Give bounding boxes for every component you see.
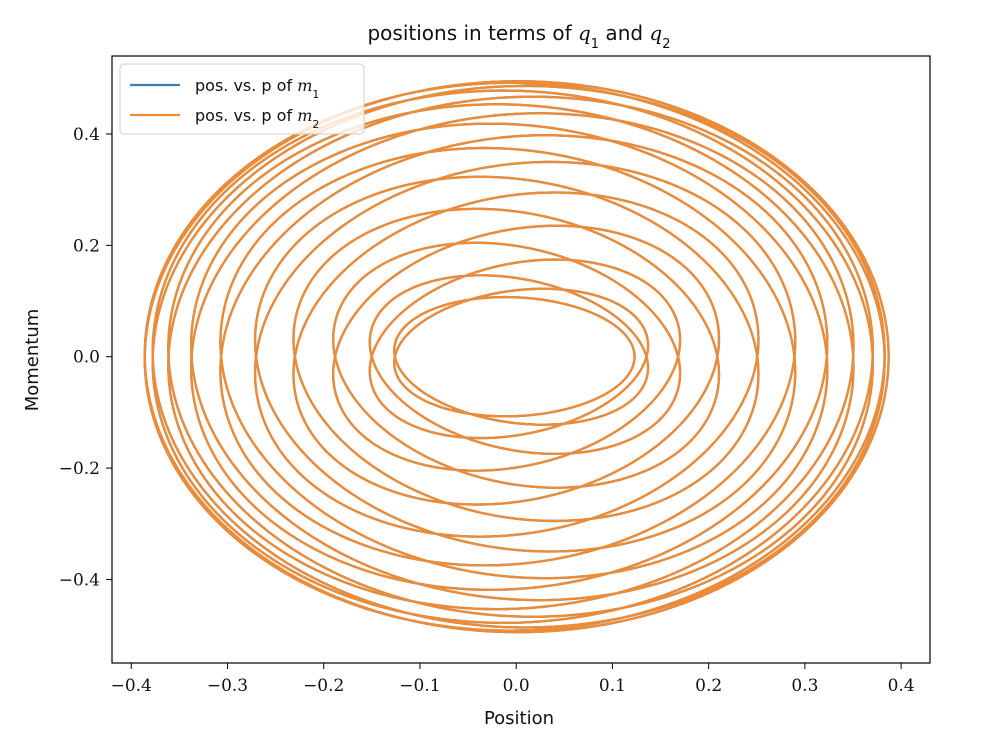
x-tick-label: −0.3 [207,676,248,696]
x-tick-label: −0.1 [399,676,440,696]
plot-frame [111,55,931,664]
chart-title: positions in terms of q1 and q2 [367,21,670,52]
legend-label-m1: pos. vs. p of m1 [195,76,319,101]
x-tick-label: 0.1 [599,676,626,696]
x-tick-label: 0.2 [695,676,722,696]
legend: pos. vs. p of m1 pos. vs. p of m2 [119,63,365,135]
x-axis-ticks: −0.4 −0.3 −0.2 −0.1 0.0 0.1 0.2 0.3 0.4 [111,663,915,696]
y-tick-label: −0.4 [59,570,100,590]
x-tick-label: −0.2 [303,676,344,696]
y-axis-ticks: −0.4 −0.2 0.0 0.2 0.4 [59,125,112,590]
x-tick-label: 0.3 [791,676,818,696]
y-tick-label: 0.0 [73,348,100,368]
y-tick-label: 0.4 [73,125,100,145]
x-tick-label: 0.4 [888,676,915,696]
x-tick-label: −0.4 [111,676,152,696]
x-tick-label: 0.0 [503,676,530,696]
x-axis-label: Position [484,708,554,729]
y-tick-label: −0.2 [59,459,100,479]
legend-label-m2: pos. vs. p of m2 [195,106,319,131]
y-tick-label: 0.2 [73,236,100,256]
series-line-m2 [143,80,890,634]
y-axis-label: Momentum [22,309,43,412]
legend-box [119,63,365,135]
